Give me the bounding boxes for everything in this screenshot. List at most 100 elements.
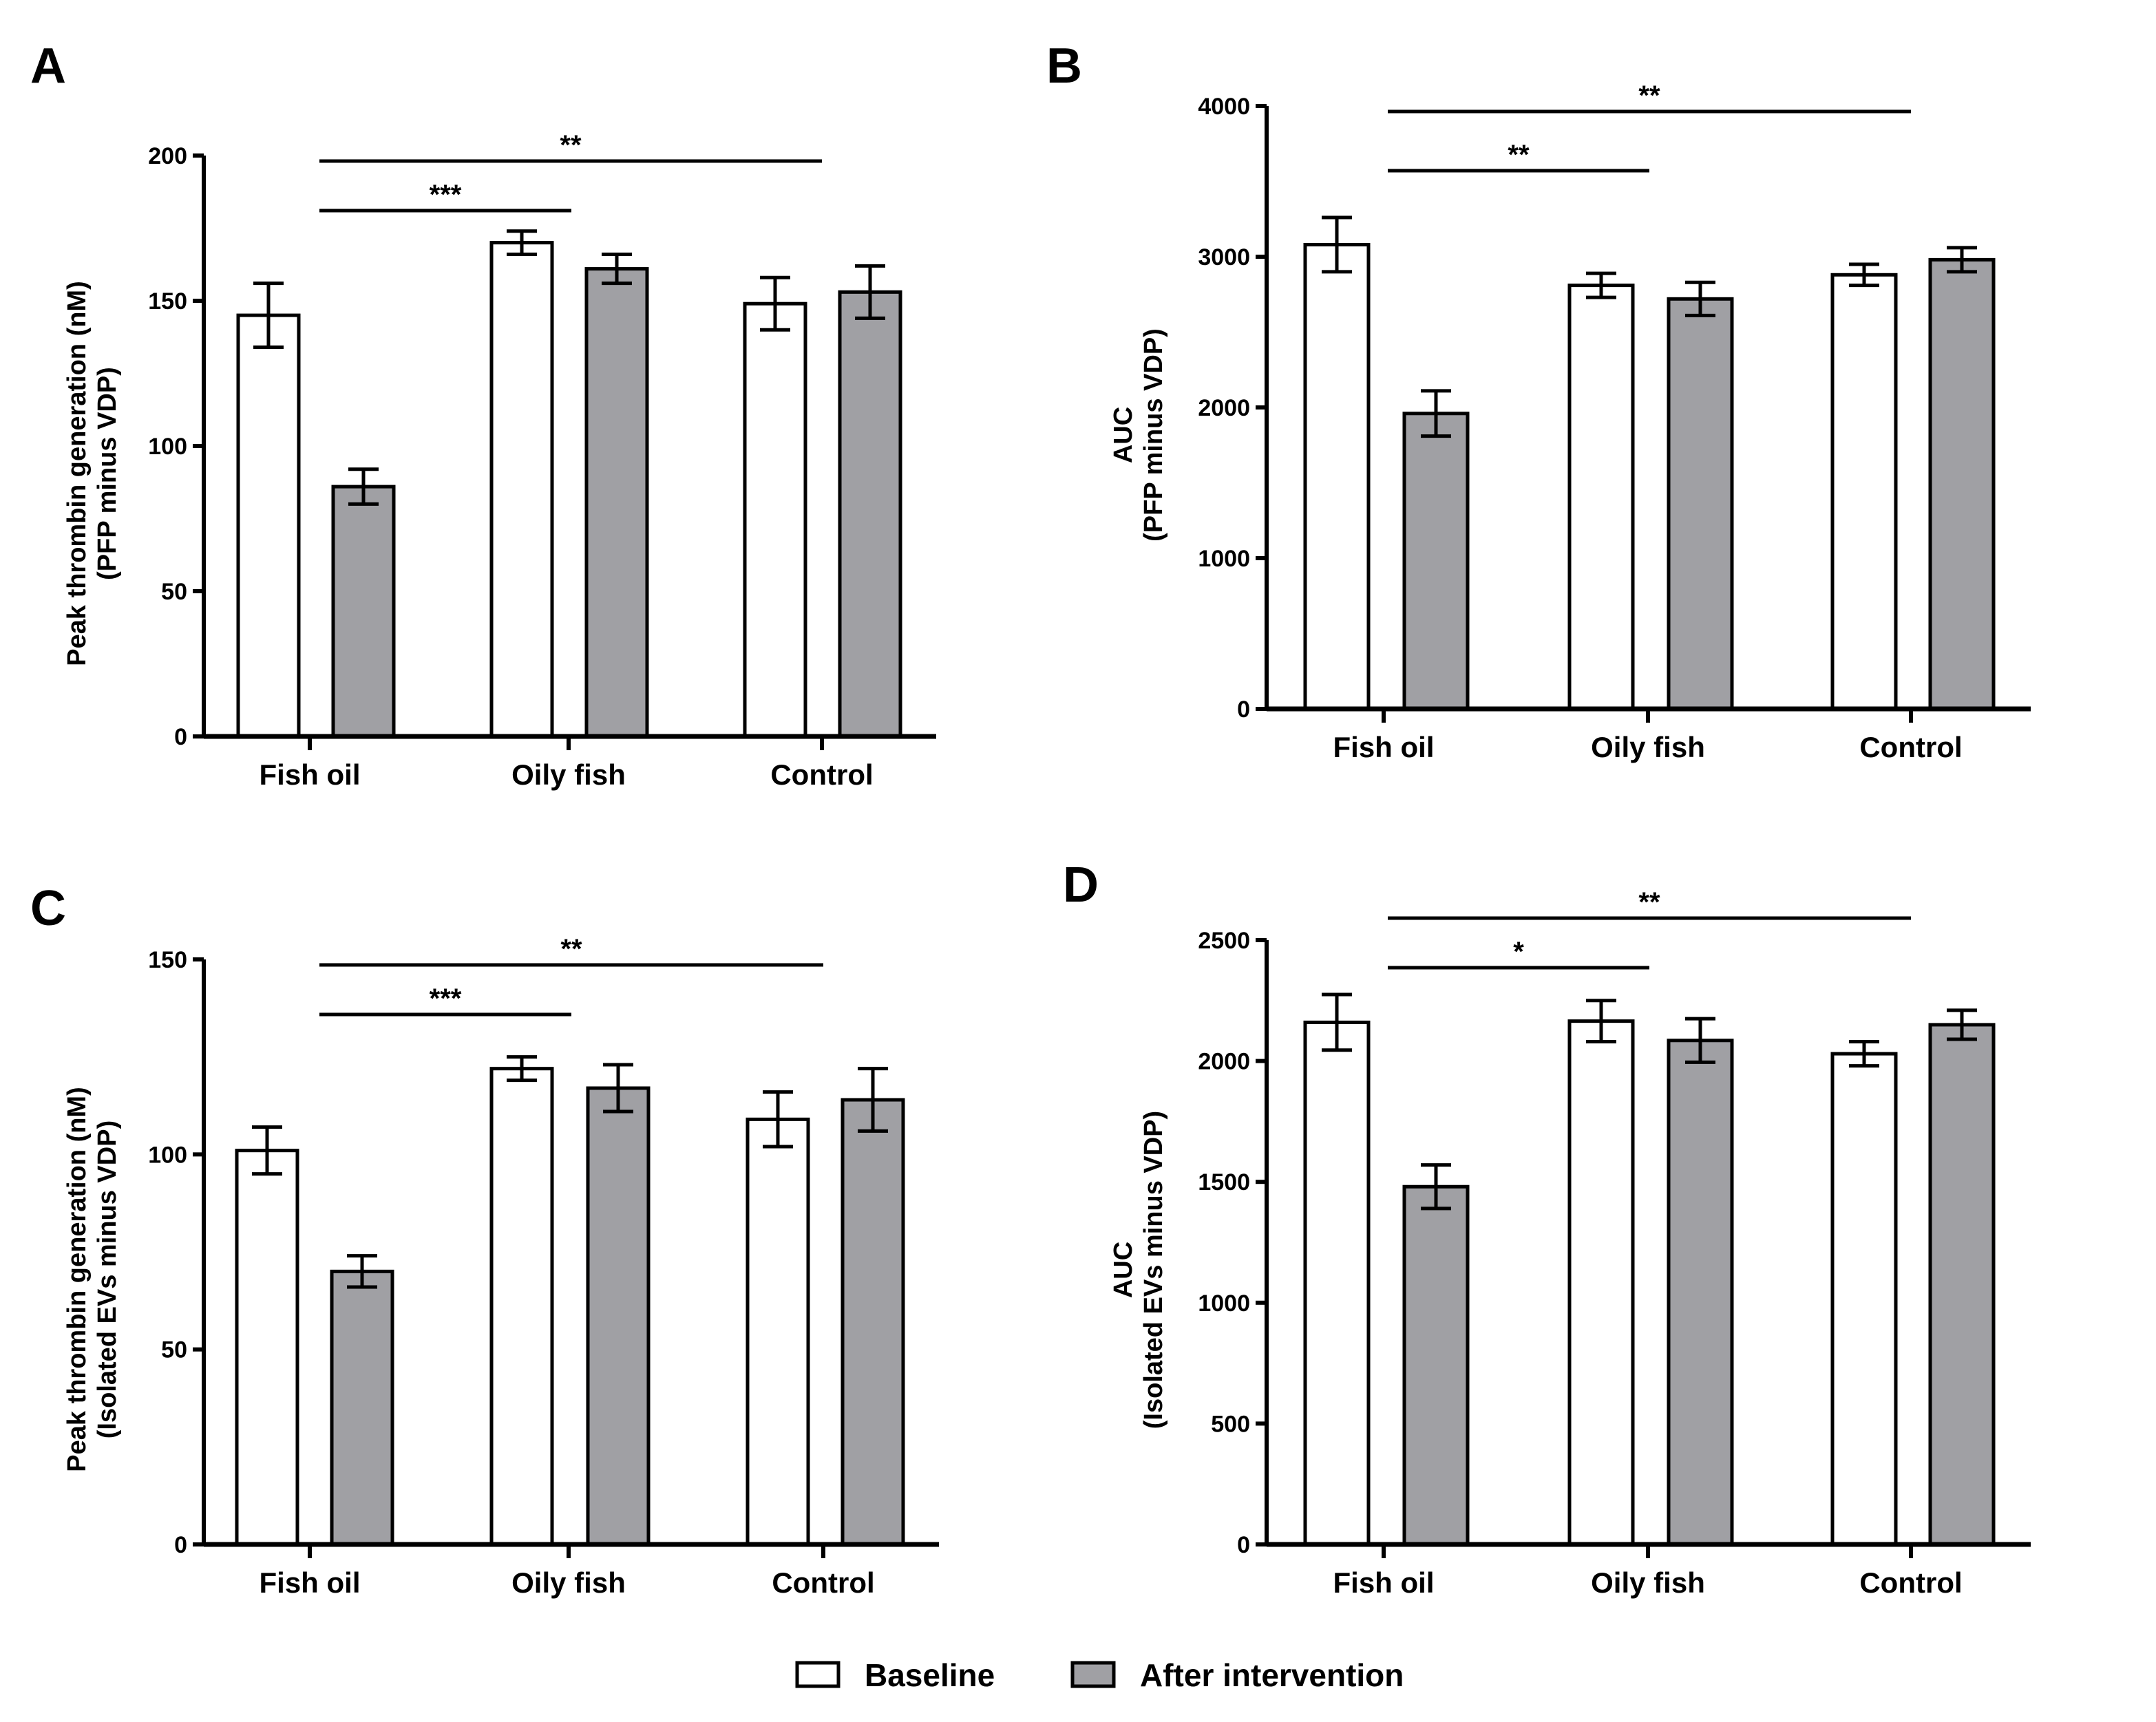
panel-d: D 0 500 1000 1500 2000 2500 Fish oil Oily fish Co… (1063, 858, 2031, 1599)
y-tick-label: 0 (174, 1532, 187, 1558)
significance-label: ** (1508, 140, 1530, 170)
error-bar (760, 275, 790, 332)
y-axis-label: (PFP minus VDP) (93, 367, 122, 580)
y-tick-label: 50 (161, 1337, 187, 1363)
y-tick-label: 2000 (1198, 1049, 1250, 1075)
y-tick-label: 150 (148, 288, 187, 315)
bar-baseline-1 (1567, 1019, 1635, 1546)
error-bar (507, 229, 537, 256)
error-bar (1849, 1040, 1879, 1068)
y-tick-label: 100 (148, 1142, 187, 1168)
error-bar (507, 1055, 537, 1083)
bar-after-1 (1667, 1039, 1734, 1546)
legend-label-after: After intervention (1140, 1657, 1404, 1693)
panel-c: C 0 50 100 150 Fish oil Oily fish Control Peak t… (30, 881, 939, 1599)
error-bar (1947, 246, 1977, 274)
panel-a: A 0 50 100 150 200 Fish oil Oily fish Control Pea… (30, 39, 936, 791)
y-tick-label: 0 (174, 724, 187, 750)
significance-label: *** (430, 984, 462, 1014)
y-axis-label: Peak thrombin generation (nM) (63, 281, 92, 666)
legend: Baseline After intervention (795, 1657, 1404, 1693)
error-bar (1421, 1163, 1451, 1211)
y-axis-label: Peak thrombin generation (nM) (63, 1087, 92, 1471)
error-bar (1586, 271, 1616, 299)
error-bar (253, 281, 284, 350)
y-axis-label: AUC (1109, 407, 1138, 463)
panel-label: C (30, 881, 66, 936)
error-bar (1322, 215, 1352, 274)
bar-after-0 (331, 485, 396, 738)
y-tick-label: 0 (1237, 1532, 1250, 1558)
error-bar (1322, 992, 1352, 1052)
y-tick-label: 3000 (1198, 244, 1250, 270)
y-tick-label: 200 (148, 143, 187, 169)
y-tick-label: 50 (161, 579, 187, 605)
bar-baseline-2 (743, 301, 807, 738)
bar-after-2 (838, 290, 902, 738)
bar-baseline-2 (746, 1117, 810, 1546)
y-tick-label: 0 (1237, 697, 1250, 723)
x-tick-label: Fish oil (1333, 1566, 1435, 1599)
y-tick-label: 1500 (1198, 1169, 1250, 1195)
panel-label: B (1046, 39, 1082, 94)
error-bar (1421, 389, 1451, 438)
significance-label: ** (1638, 887, 1660, 917)
x-tick-label: Oily fish (511, 758, 626, 791)
error-bar (1586, 999, 1616, 1044)
y-tick-label: 1000 (1198, 1290, 1250, 1317)
error-bar (347, 1254, 377, 1289)
legend-swatch-after (1070, 1661, 1116, 1688)
error-bar (602, 252, 632, 286)
x-tick-label: Control (772, 1566, 874, 1599)
legend-swatch-baseline (795, 1661, 841, 1688)
bar-baseline-0 (1303, 242, 1371, 711)
bar-baseline-2 (1830, 1052, 1898, 1546)
significance-label: ** (560, 934, 582, 964)
error-bar (855, 264, 885, 320)
error-bar (1849, 262, 1879, 288)
significance-label: ** (1638, 81, 1660, 111)
bar-after-0 (1402, 412, 1470, 711)
significance-label: *** (430, 180, 462, 210)
error-bar (1947, 1008, 1977, 1041)
bar-baseline-1 (489, 241, 554, 738)
x-tick-label: Control (1859, 731, 1962, 763)
legend-label-baseline: Baseline (865, 1657, 995, 1693)
y-tick-label: 4000 (1198, 94, 1250, 120)
y-axis-label: (Isolated EVs minus VDP) (1139, 1111, 1168, 1429)
panel-label: A (30, 39, 66, 94)
bar-after-2 (841, 1098, 905, 1546)
y-tick-label: 1000 (1198, 546, 1250, 572)
x-tick-label: Control (1859, 1566, 1962, 1599)
y-tick-label: 2500 (1198, 928, 1250, 954)
x-tick-label: Oily fish (1591, 1566, 1705, 1599)
x-tick-label: Control (770, 758, 873, 791)
error-bar (858, 1067, 888, 1133)
x-tick-label: Fish oil (260, 1566, 361, 1599)
error-bar (252, 1125, 282, 1176)
bar-after-1 (584, 267, 649, 738)
bar-after-1 (1667, 297, 1734, 711)
error-bar (603, 1063, 633, 1114)
y-axis-label: AUC (1109, 1242, 1138, 1298)
x-tick-label: Oily fish (1591, 731, 1705, 763)
bar-after-1 (586, 1086, 651, 1546)
significance-label: * (1513, 937, 1524, 967)
bar-baseline-0 (1303, 1020, 1371, 1546)
y-tick-label: 100 (148, 434, 187, 460)
bar-baseline-0 (235, 1149, 299, 1546)
bar-baseline-0 (236, 313, 301, 738)
bar-baseline-2 (1830, 273, 1898, 711)
error-bar (1685, 1017, 1715, 1064)
panel-label: D (1063, 858, 1099, 913)
error-bar (348, 467, 379, 506)
panel-b: B 0 1000 2000 3000 4000 Fish oil Oily fish Contr… (1046, 39, 2031, 763)
x-tick-label: Oily fish (511, 1566, 626, 1599)
significance-label: ** (560, 130, 582, 160)
error-bar (763, 1090, 793, 1149)
bar-after-2 (1928, 1023, 1996, 1546)
y-tick-label: 2000 (1198, 395, 1250, 421)
y-tick-label: 500 (1211, 1411, 1250, 1437)
y-axis-label: (Isolated EVs minus VDP) (93, 1120, 122, 1438)
